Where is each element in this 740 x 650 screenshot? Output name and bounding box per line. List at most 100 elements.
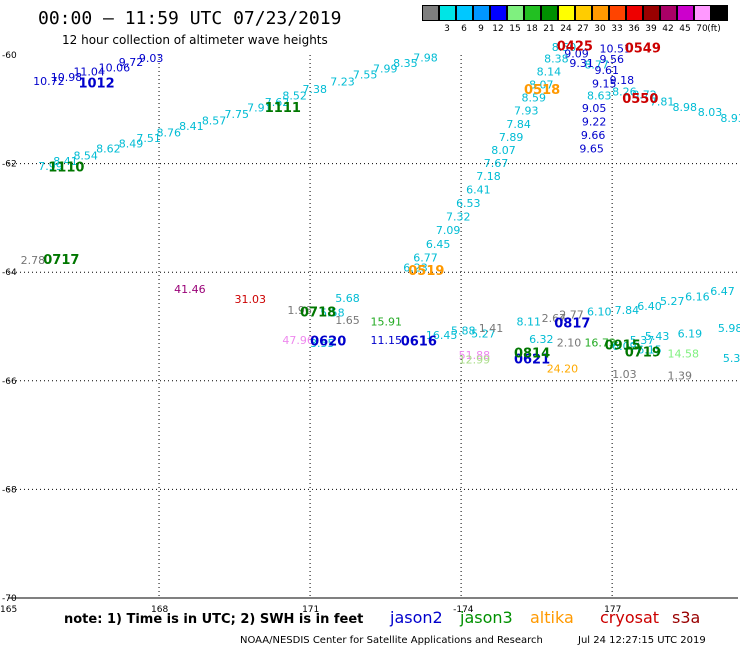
legend-label: 36 (628, 24, 640, 34)
wave-height-value: 12.99 (459, 353, 491, 366)
legend-swatch (694, 5, 711, 21)
pass-time-label: 0616 (401, 335, 437, 350)
wave-height-value: 8.07 (529, 79, 554, 92)
wave-height-value: 1.03 (612, 368, 637, 381)
wave-height-value: 6.09 (612, 340, 637, 353)
wave-height-value: 8.77 (584, 59, 609, 72)
legend-label: 15 (509, 24, 521, 34)
legend-unit: (ft) (707, 24, 721, 34)
satellite-name: jason2 (390, 608, 443, 627)
legend-swatch (592, 5, 609, 21)
wave-height-value: 7.84 (615, 304, 640, 317)
lat-tick-label: -70 (2, 594, 17, 604)
wave-height-value: 9.72 (119, 56, 144, 69)
wave-height-value: 7.99 (373, 62, 398, 75)
wave-height-value: 9.56 (600, 53, 625, 66)
wave-height-value: 8.41 (179, 120, 204, 133)
legend-swatch (439, 5, 456, 21)
wave-height-value: 6.41 (466, 183, 491, 196)
legend-swatch (422, 5, 439, 21)
wave-height-value: 5.27 (660, 295, 685, 308)
pass-time-label: 0814 (514, 346, 550, 361)
legend-label: 70 (696, 24, 708, 34)
wave-height-value: 5.43 (645, 330, 670, 343)
wave-height-value: 8.50 (552, 41, 577, 54)
wave-height-value: 6.77 (413, 251, 438, 264)
wave-height-value: 16.73 (584, 337, 616, 350)
pass-time-label: 0518 (524, 83, 560, 98)
legend-swatch (575, 5, 592, 21)
wave-height-value: 9.65 (579, 143, 604, 156)
wave-height-value: 9.22 (582, 116, 607, 129)
wave-height-value: 7.84 (506, 118, 531, 131)
wave-height-value: 8.14 (537, 66, 562, 79)
wave-height-value: 31.03 (235, 293, 267, 306)
legend-swatch (541, 5, 558, 21)
wave-height-value: 8.59 (522, 92, 547, 105)
wave-height-value: 7.98 (413, 52, 438, 65)
wave-height-value: 24.20 (547, 363, 579, 376)
legend-swatch (609, 5, 626, 21)
wave-height-value: 6.19 (678, 327, 703, 340)
lon-tick-label: 171 (302, 605, 319, 615)
wave-height-value: 6.10 (587, 306, 612, 319)
wave-height-value: 6.23 (403, 262, 428, 275)
wave-height-value: 7.51 (136, 132, 161, 145)
lat-tick-label: -68 (2, 485, 17, 495)
legend-label: 39 (645, 24, 657, 34)
lon-tick-label: 168 (151, 605, 168, 615)
legend-label: 33 (611, 24, 623, 34)
wave-height-value: 11.04 (73, 66, 105, 79)
pass-time-label: 0719 (625, 345, 661, 360)
satellite-pass-times: 1012 1110 1111 0717 0718 0620 0616 0519 06210814… (43, 40, 661, 368)
satellite-name: altika (530, 608, 574, 627)
wave-height-value: 10.51 (600, 42, 632, 55)
wave-height-value: 5.27 (471, 327, 496, 340)
pass-time-label: 0621 (514, 352, 550, 367)
legend-swatch (677, 5, 694, 21)
wave-height-value: 9.18 (610, 74, 635, 87)
wave-height-value: 2.10 (557, 337, 582, 350)
wave-height-value: 8.93 (720, 112, 740, 125)
wave-height-value: 6.53 (456, 197, 481, 210)
wave-height-value: 5.88 (451, 325, 476, 338)
wave-height-value: 8.57 (202, 115, 227, 128)
wave-height-value: 7.18 (476, 170, 501, 183)
wave-height-value: 7.81 (650, 95, 675, 108)
lon-tick-label: -174 (453, 605, 474, 615)
wave-height-value: 16.45 (426, 329, 458, 342)
legend-swatch (711, 5, 728, 21)
wave-height-value: 3.55 (310, 337, 335, 350)
legend-label: 45 (679, 24, 691, 34)
pass-time-label: 0817 (554, 317, 590, 332)
wave-height-value: 2.78 (21, 254, 45, 267)
footer-timestamp: Jul 24 12:27:15 UTC 2019 (578, 635, 706, 646)
legend-label: 24 (560, 24, 572, 34)
legend-label: 30 (594, 24, 606, 34)
legend-label: 6 (461, 24, 467, 34)
pass-time-label: 0550 (622, 92, 658, 107)
wave-height-value: 7.93 (514, 105, 539, 118)
wave-height-value: 7.32 (446, 211, 471, 224)
wave-height-value: 14.58 (668, 347, 700, 360)
wave-height-value: 10.06 (99, 61, 131, 74)
wave-height-value: 1.39 (668, 370, 693, 383)
wave-height-value: 9.31 (569, 57, 594, 70)
wave-observations: 10.7210.9811.0410.069.729.037.998.418.54… (21, 41, 740, 383)
legend-swatch (456, 5, 473, 21)
wave-height-value: 11.15 (370, 334, 402, 347)
satellite-name: cryosat (600, 608, 660, 627)
wave-height-value: 6.15 (637, 344, 662, 357)
legend-swatch (558, 5, 575, 21)
pass-time-label: 1110 (48, 161, 84, 176)
wave-height-value: 1.96 (287, 304, 312, 317)
wave-height-value: 7.67 (484, 157, 509, 170)
legend-label: 21 (543, 24, 555, 34)
wave-height-value: 7.99 (38, 160, 63, 173)
wave-height-value: 8.72 (632, 88, 657, 101)
wave-height-value: 6.45 (426, 238, 451, 251)
wave-height-value: 1.41 (479, 322, 504, 335)
wave-height-value: 8.26 (612, 86, 637, 99)
